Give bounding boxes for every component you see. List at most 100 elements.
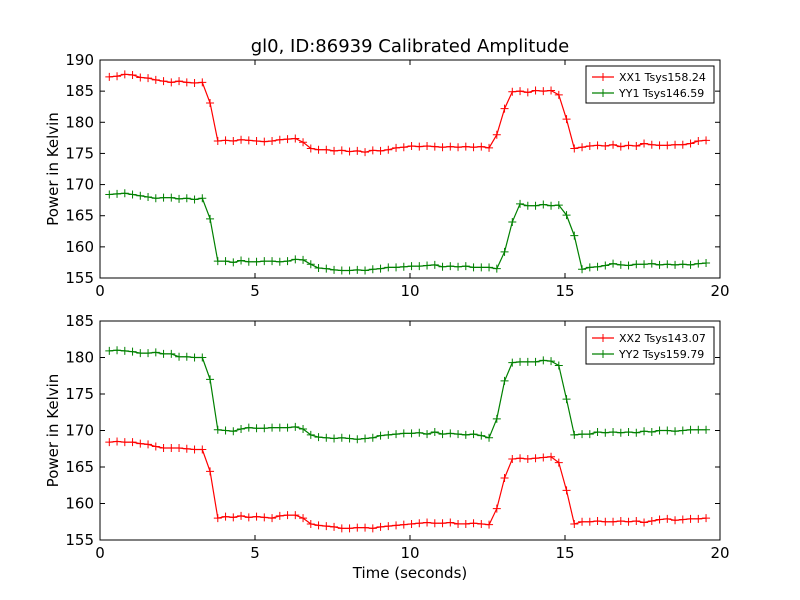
data-point	[423, 518, 432, 527]
data-point	[291, 134, 300, 143]
data-point	[531, 357, 540, 366]
data-point	[547, 357, 556, 366]
data-point	[640, 427, 649, 436]
data-point	[113, 189, 122, 198]
data-point	[686, 514, 695, 523]
data-point	[461, 519, 470, 528]
data-point	[702, 425, 711, 434]
data-point	[702, 259, 711, 268]
data-point	[144, 74, 153, 83]
data-point	[206, 375, 215, 384]
data-point	[663, 514, 672, 523]
data-point	[376, 522, 385, 531]
data-point	[562, 115, 571, 124]
x-tick-label: 20	[710, 282, 729, 300]
data-point	[461, 142, 470, 151]
data-point	[113, 72, 122, 81]
data-point	[632, 428, 641, 437]
x-tick-label: 15	[555, 282, 574, 300]
data-point	[237, 511, 246, 520]
data-point	[539, 200, 548, 209]
data-point	[578, 430, 587, 439]
data-point	[151, 75, 160, 84]
data-point	[368, 265, 377, 274]
data-point	[229, 513, 238, 522]
data-point	[353, 523, 362, 532]
data-point	[485, 520, 494, 529]
data-point	[461, 262, 470, 271]
data-point	[337, 433, 346, 442]
data-point	[678, 515, 687, 524]
data-point	[306, 430, 315, 439]
data-point	[159, 77, 168, 86]
data-point	[167, 349, 176, 358]
data-point	[229, 427, 238, 436]
data-point	[345, 434, 354, 443]
data-point	[454, 430, 463, 439]
data-point	[244, 513, 253, 522]
data-point	[322, 522, 331, 531]
data-point	[252, 512, 261, 521]
data-point	[384, 263, 393, 272]
data-point	[299, 425, 308, 434]
data-point	[686, 260, 695, 269]
data-point	[663, 426, 672, 435]
data-point	[299, 514, 308, 523]
data-point	[213, 425, 222, 434]
data-point	[694, 425, 703, 434]
data-point	[399, 429, 408, 438]
data-point	[702, 514, 711, 523]
data-point	[516, 199, 525, 208]
data-point	[570, 519, 579, 528]
data-point	[655, 426, 664, 435]
data-point	[175, 352, 184, 361]
data-point	[430, 260, 439, 269]
data-point	[554, 90, 563, 99]
data-point	[492, 414, 501, 423]
x-tick-label: 0	[95, 282, 105, 300]
data-point	[601, 141, 610, 150]
data-point	[175, 194, 184, 203]
data-point	[671, 516, 680, 525]
data-point	[136, 73, 145, 82]
legend-box	[585, 65, 715, 104]
data-point	[570, 430, 579, 439]
data-point	[678, 140, 687, 149]
data-point	[539, 453, 548, 462]
y-tick-label: 165	[65, 458, 94, 476]
data-point	[671, 427, 680, 436]
data-point	[268, 257, 277, 266]
data-point	[423, 261, 432, 270]
legend-marker	[599, 73, 607, 81]
data-point	[283, 135, 292, 144]
data-point	[554, 458, 563, 467]
bottom-panel: 0 5 10 15 20 155 160 165 170 175 180 185 Power in Ke…	[44, 312, 730, 562]
data-point	[593, 141, 602, 150]
data-point	[593, 517, 602, 526]
data-point	[299, 138, 308, 147]
data-point	[182, 194, 191, 203]
legend-entry: XX1 Tsys158.24	[619, 71, 706, 84]
data-point	[609, 140, 618, 149]
data-point	[190, 445, 199, 454]
data-point	[415, 519, 424, 528]
data-point	[601, 261, 610, 270]
data-point	[252, 424, 261, 433]
x-tick-label: 15	[555, 544, 574, 562]
data-point	[337, 146, 346, 155]
data-point	[399, 520, 408, 529]
data-point	[190, 79, 199, 88]
data-point	[268, 514, 277, 523]
data-point	[182, 352, 191, 361]
data-point	[508, 358, 517, 367]
data-point	[345, 266, 354, 275]
data-point	[655, 260, 664, 269]
data-point	[578, 517, 587, 526]
data-point	[244, 257, 253, 266]
data-point	[330, 265, 339, 274]
data-point	[423, 430, 432, 439]
data-point	[151, 194, 160, 203]
y-tick-label: 160	[65, 495, 94, 513]
data-point	[314, 145, 323, 154]
data-point	[128, 70, 137, 79]
